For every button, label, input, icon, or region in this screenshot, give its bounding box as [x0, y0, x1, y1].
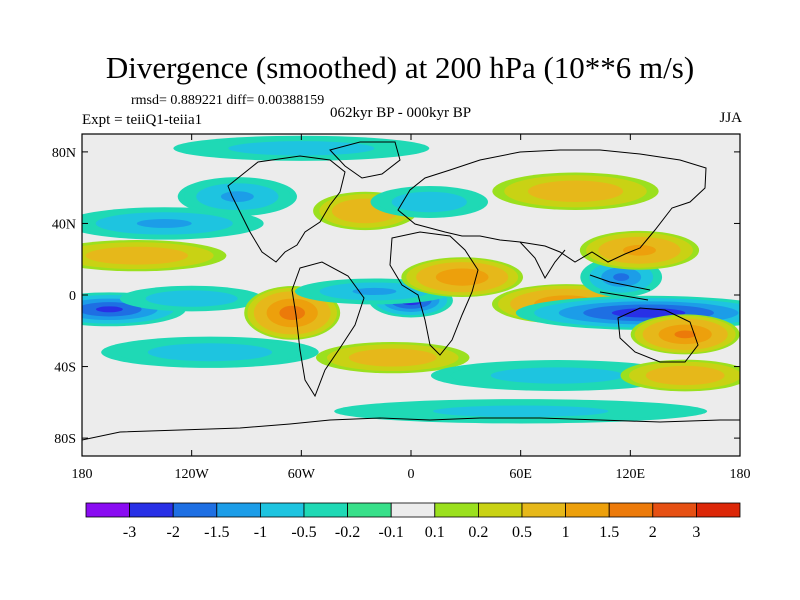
colorbar-label: 1.5 [599, 524, 619, 541]
contour-band [435, 268, 489, 286]
feature-west-pacific-divergence [630, 314, 740, 355]
colorbar-swatch [477, 502, 523, 518]
coastlines [82, 141, 740, 441]
lon-tick-label: 60E [509, 467, 532, 482]
colorbar-label: -2 [167, 524, 180, 541]
feature-asia-divergence [579, 230, 700, 270]
map-title: Divergence (smoothed) at 200 hPa (10**6 … [105, 50, 695, 85]
colorbar-swatch [390, 502, 436, 518]
contour-band [147, 343, 273, 362]
contour-band [613, 273, 630, 282]
colorbar-swatch [129, 502, 174, 518]
contour-band [348, 348, 437, 367]
lat-tick-label: 80N [52, 146, 76, 161]
contour-band [391, 191, 467, 213]
lat-tick-label: 40S [54, 361, 76, 376]
colorbar-label: -3 [123, 524, 136, 541]
colorbar-swatch [216, 502, 261, 518]
feature-southern-ocean-band [430, 360, 684, 391]
period-label: 062kyr BP - 000kyr BP [330, 105, 472, 121]
feature-antarctic-band [334, 399, 708, 424]
coast-australia [617, 307, 699, 363]
divergence-field [82, 134, 740, 456]
lon-tick-label: 0 [408, 467, 415, 482]
contour-band [220, 191, 254, 202]
season-label: JJA [719, 110, 742, 126]
colorbar-label: -0.2 [335, 524, 360, 541]
contour-band [96, 306, 123, 313]
lon-tick-label: 60W [288, 467, 316, 482]
colorbar-swatch [521, 502, 566, 518]
contour-band [527, 180, 624, 202]
coast-south-america [291, 261, 365, 398]
contour-band [432, 405, 609, 418]
colorbar-swatch [303, 502, 348, 518]
feature-europe-convergence [370, 186, 489, 218]
feature-central-pacific-convergence [119, 285, 264, 312]
coast-north-america [227, 155, 346, 263]
feature-north-pacific-divergence [82, 239, 227, 272]
coast-antarctica [82, 417, 740, 441]
colorbar-label: 3 [692, 524, 700, 541]
coast-greenland [329, 141, 401, 179]
lon-tick-label: 180 [72, 467, 93, 482]
feature-siberia-divergence [492, 172, 659, 211]
coast-eurasia [397, 149, 707, 263]
feature-north-pacific-convergence [82, 207, 264, 240]
lon-tick-label: 120W [175, 467, 210, 482]
experiment-label: Expt = teiiQ1-teiia1 [82, 112, 203, 128]
colorbar-label: -1.5 [204, 524, 229, 541]
feature-south-atlantic-divergence [315, 341, 470, 374]
map-axes: 180 120W 60W 0 60E 120E 180 80N 40N 0 40S 80S [52, 134, 751, 482]
contour-band [674, 330, 696, 339]
contour-band [228, 141, 375, 156]
contour-band [490, 367, 624, 384]
lat-tick-label: 80S [54, 432, 76, 447]
contour-band [645, 365, 725, 386]
contour-band [145, 290, 238, 307]
colorbar-swatch [565, 502, 610, 518]
lat-tick-label: 40N [52, 217, 76, 232]
lon-tick-label: 180 [730, 467, 751, 482]
coast-india [519, 241, 566, 280]
feature-south-pacific-band [101, 336, 319, 368]
colorbar: -3 -2 -1.5 -1 -0.5 -0.2 -0.1 0.1 0.2 0.5 1 1.5 2 3 [85, 502, 741, 541]
colorbar-label: -0.5 [291, 524, 316, 541]
colorbar-swatch [652, 502, 697, 518]
lat-tick-label: 0 [69, 289, 76, 304]
colorbar-swatch [696, 502, 741, 518]
colorbar-swatch [172, 502, 218, 518]
contour-band [136, 218, 192, 228]
colorbar-label: 0.5 [512, 524, 532, 541]
colorbar-label: -0.1 [379, 524, 404, 541]
colorbar-label: -1 [254, 524, 267, 541]
colorbar-swatch [85, 502, 130, 518]
lon-tick-label: 120E [616, 467, 646, 482]
contour-band [352, 287, 397, 295]
statistics-text: rmsd= 0.889221 diff= 0.00388159 [131, 93, 325, 108]
colorbar-swatch [259, 502, 305, 518]
contour-band [279, 305, 305, 321]
colorbar-label: 0.2 [468, 524, 488, 541]
contour-band [85, 246, 189, 265]
colorbar-label: 2 [649, 524, 657, 541]
feature-south-indian-divergence [620, 359, 740, 392]
contour-band [623, 244, 656, 256]
coast-maritime [589, 274, 651, 301]
colorbar-label: 1 [562, 524, 570, 541]
coast-africa [389, 231, 479, 356]
colorbar-label: 0.1 [425, 524, 445, 541]
colorbar-swatch [434, 502, 479, 518]
feature-north-america-convergence [177, 177, 297, 217]
feature-africa-divergence [401, 257, 524, 297]
colorbar-swatch [347, 502, 392, 518]
colorbar-swatch [608, 502, 654, 518]
